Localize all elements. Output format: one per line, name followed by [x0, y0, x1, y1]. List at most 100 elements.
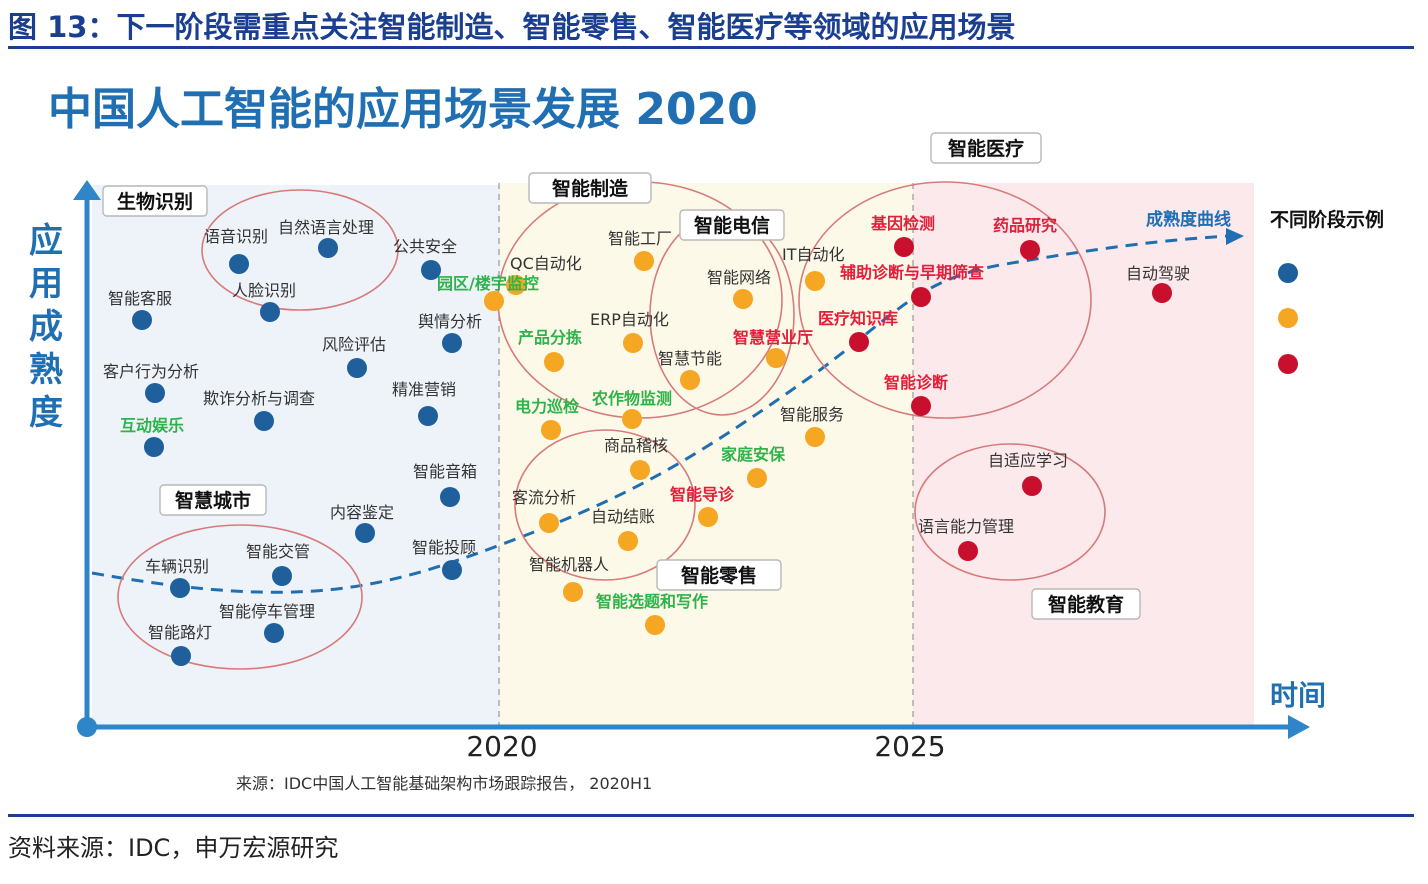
zone-middle	[500, 183, 913, 725]
point-orange	[630, 460, 650, 480]
point-label: 智慧营业厅	[733, 328, 813, 347]
point-orange	[544, 352, 564, 372]
cluster-ellipse	[201, 189, 399, 311]
point-label: 医疗知识库	[818, 309, 898, 328]
point-label: 智能停车管理	[219, 602, 315, 621]
point-label: 语言能力管理	[918, 517, 1014, 536]
point-label: 智能机器人	[529, 555, 609, 574]
point-orange	[618, 531, 638, 551]
point-label: 智能音箱	[413, 462, 477, 481]
point-label: 语音识别	[204, 227, 268, 246]
point-label: 智能服务	[780, 405, 844, 424]
point-orange	[805, 427, 825, 447]
point-red	[911, 396, 931, 416]
chart-source: 来源：IDC中国人工智能基础架构市场跟踪报告， 2020H1	[236, 774, 652, 793]
point-label: 公共安全	[393, 237, 457, 256]
cluster-label-box	[679, 209, 785, 241]
point-blue	[144, 437, 164, 457]
cluster-label-box	[528, 172, 652, 204]
cluster-label-box	[1031, 588, 1141, 620]
point-orange	[805, 271, 825, 291]
point-label: QC自动化	[510, 254, 582, 273]
point-orange	[541, 420, 561, 440]
point-orange	[622, 409, 642, 429]
x-tick-label: 2025	[874, 730, 945, 763]
legend-marker-blue	[1278, 263, 1298, 283]
cluster-label: 智能医疗	[948, 137, 1024, 160]
point-red	[1152, 283, 1172, 303]
point-label: 家庭安保	[721, 445, 786, 464]
point-blue	[418, 406, 438, 426]
point-blue	[264, 623, 284, 643]
title-rule	[8, 46, 1414, 49]
point-label: 产品分拣	[518, 328, 582, 347]
cluster-label-box	[930, 132, 1042, 164]
point-orange	[539, 513, 559, 533]
point-label: 欺诈分析与调查	[203, 389, 315, 408]
cluster-label-box	[102, 185, 208, 217]
point-label: 智能诊断	[884, 373, 948, 392]
chart-title: 中国人工智能的应用场景发展 2020	[48, 84, 758, 135]
point-label: 园区/楼宇监控	[437, 274, 539, 293]
curve-label: 成熟度曲线	[1146, 209, 1231, 230]
point-orange	[747, 468, 767, 488]
point-label: 舆情分析	[418, 312, 482, 331]
point-label: 互动娱乐	[120, 416, 184, 435]
point-orange	[733, 289, 753, 309]
point-label: 智能导诊	[670, 485, 735, 504]
point-label: 自然语言处理	[278, 218, 374, 237]
cluster-ellipse	[798, 181, 1092, 419]
point-blue	[254, 411, 274, 431]
point-orange	[506, 275, 526, 295]
cluster-label: 智能电信	[694, 214, 770, 237]
point-label: 车辆识别	[145, 557, 209, 576]
point-blue	[318, 238, 338, 258]
point-label: 药品研究	[993, 216, 1057, 235]
x-axis-label: 时间	[1270, 679, 1326, 712]
point-label: 智能网络	[707, 268, 771, 287]
axis-origin	[77, 717, 97, 737]
point-label: 智能客服	[108, 289, 172, 308]
cluster-label: 智能制造	[552, 177, 629, 200]
point-label: IT自动化	[782, 245, 845, 264]
point-orange	[680, 370, 700, 390]
figure-title: 图 13：下一阶段需重点关注智能制造、智能零售、智能医疗等领域的应用场景	[8, 10, 1016, 44]
point-label: 智慧节能	[658, 349, 722, 368]
cluster-label: 智能零售	[681, 564, 757, 587]
point-orange	[645, 615, 665, 635]
legend-marker-red	[1278, 354, 1298, 374]
point-orange	[634, 251, 654, 271]
point-red	[1022, 476, 1042, 496]
y-axis-label-char: 熟	[29, 350, 63, 390]
point-label: 精准营销	[392, 380, 456, 399]
point-blue	[145, 383, 165, 403]
point-blue	[442, 333, 462, 353]
point-red	[958, 541, 978, 561]
point-orange	[766, 348, 786, 368]
point-blue	[440, 487, 460, 507]
point-label: 智能路灯	[148, 623, 212, 642]
point-label: 风险评估	[322, 335, 386, 354]
x-tick-label: 2020	[466, 730, 537, 763]
point-orange	[484, 291, 504, 311]
point-blue	[442, 560, 462, 580]
point-blue	[421, 260, 441, 280]
point-label: 基因检测	[870, 214, 935, 233]
point-label: 辅助诊断与早期筛查	[840, 263, 984, 282]
point-orange	[563, 582, 583, 602]
point-label: 自动驾驶	[1126, 264, 1190, 283]
point-red	[911, 287, 931, 307]
point-blue	[260, 302, 280, 322]
point-label: 客流分析	[512, 488, 576, 507]
point-blue	[132, 310, 152, 330]
point-label: 智能工厂	[608, 229, 672, 248]
legend-marker-orange	[1278, 308, 1298, 328]
point-red	[894, 237, 914, 257]
point-blue	[347, 358, 367, 378]
legend-title: 不同阶段示例	[1270, 208, 1384, 231]
cluster-label: 智慧城市	[175, 489, 251, 512]
y-axis-label-char: 应	[29, 221, 63, 261]
point-label: 自动结账	[591, 507, 655, 526]
point-red	[849, 332, 869, 352]
